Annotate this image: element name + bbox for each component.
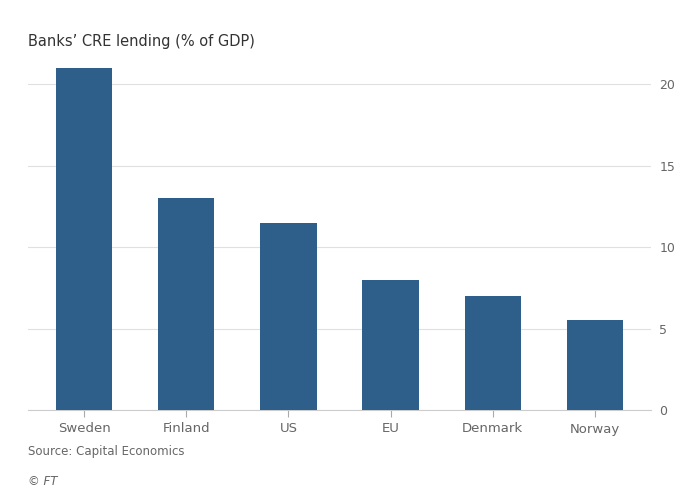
Text: © FT: © FT: [28, 475, 57, 488]
Bar: [465, 296, 521, 410]
Bar: [363, 280, 419, 410]
Bar: [158, 198, 214, 410]
Text: Source: Capital Economics: Source: Capital Economics: [28, 445, 185, 458]
Bar: [566, 320, 623, 410]
Text: Banks’ CRE lending (% of GDP): Banks’ CRE lending (% of GDP): [28, 34, 255, 49]
Bar: [260, 223, 316, 410]
Bar: [56, 68, 113, 410]
